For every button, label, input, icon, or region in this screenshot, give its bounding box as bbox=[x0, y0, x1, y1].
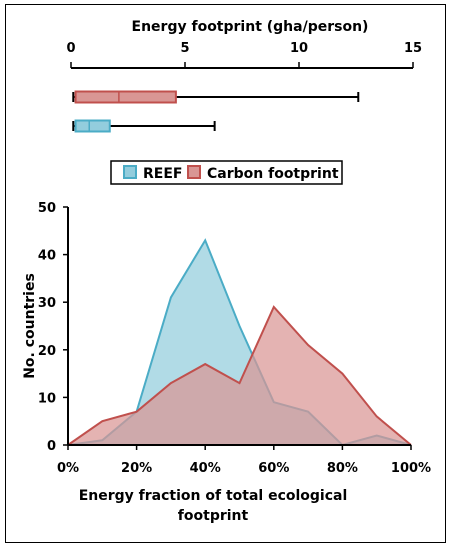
area-reef bbox=[68, 240, 411, 445]
x-axis-title-line-2: footprint bbox=[178, 508, 249, 524]
x-tick-label: 40% bbox=[190, 461, 221, 476]
box-axis-tick-label: 10 bbox=[290, 41, 308, 56]
line-carbon-footprint bbox=[67, 305, 412, 446]
y-tick-label: 0 bbox=[47, 439, 56, 454]
box-axis-title: Energy footprint (gha/person) bbox=[132, 19, 369, 35]
x-tick-label: 20% bbox=[121, 461, 152, 476]
x-tick-label: 0% bbox=[57, 461, 79, 476]
area-carbon-footprint bbox=[68, 306, 411, 445]
y-tick-label: 10 bbox=[38, 391, 56, 406]
y-tick-label: 30 bbox=[38, 296, 56, 311]
y-tick-label: 40 bbox=[38, 249, 56, 264]
box-axis-tick-label: 0 bbox=[66, 41, 75, 56]
legend-swatch-reef bbox=[123, 165, 137, 179]
y-tick-label: 50 bbox=[38, 201, 56, 216]
figure-frame bbox=[5, 4, 446, 543]
box-axis-tick-label: 5 bbox=[180, 41, 189, 56]
x-tick-label: 80% bbox=[327, 461, 358, 476]
y-axis-title: No. countries bbox=[22, 273, 38, 379]
legend-swatch-carbon-footprint bbox=[187, 165, 201, 179]
box-reef bbox=[74, 119, 111, 133]
legend-box bbox=[110, 160, 343, 185]
legend-label-reef: REEF bbox=[143, 166, 182, 182]
box-axis-tick-label: 15 bbox=[404, 41, 422, 56]
x-axis-title-line-1: Energy fraction of total ecological bbox=[79, 488, 348, 504]
legend-label-carbon-footprint: Carbon footprint bbox=[207, 166, 339, 182]
x-tick-label: 60% bbox=[258, 461, 289, 476]
box-carbon-footprint bbox=[74, 90, 177, 104]
y-tick-label: 20 bbox=[38, 344, 56, 359]
x-tick-label: 100% bbox=[391, 461, 431, 476]
